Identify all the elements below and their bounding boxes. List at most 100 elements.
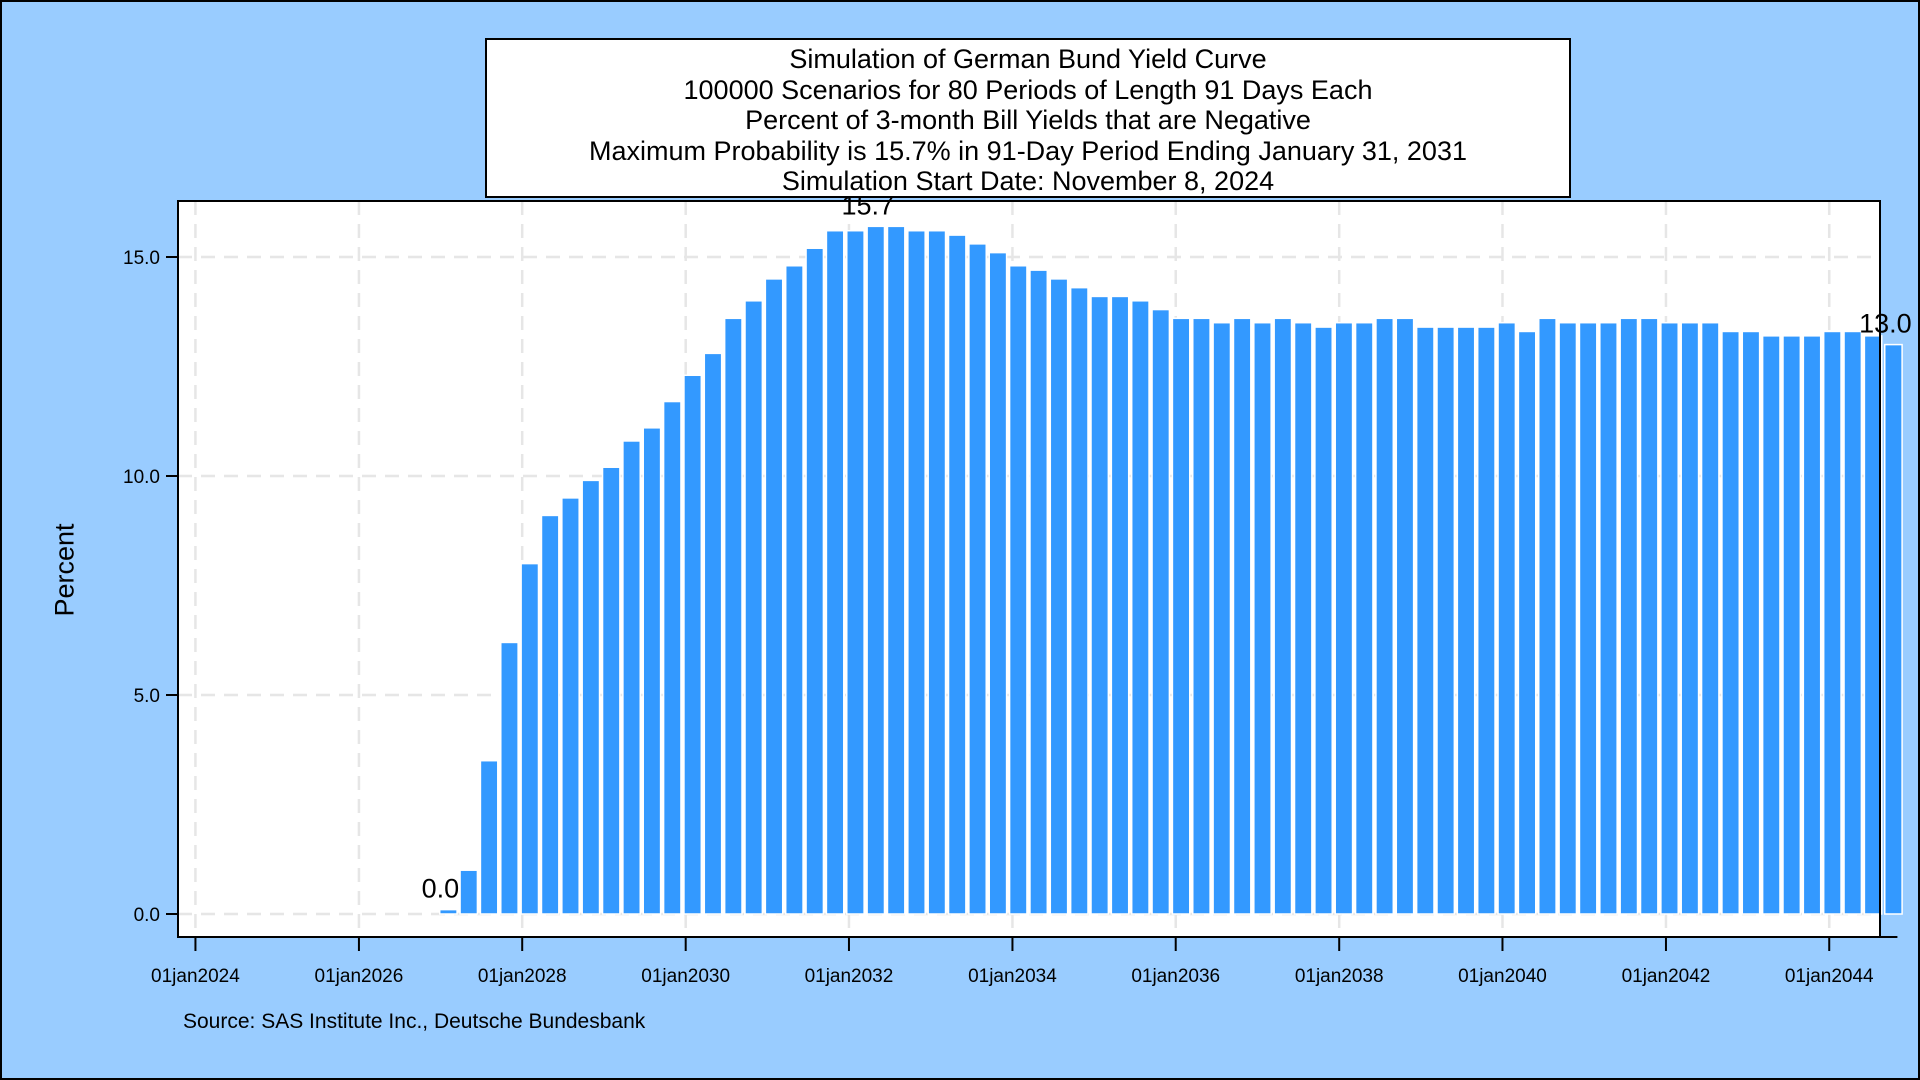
title-box: Simulation of German Bund Yield Curve 10… — [485, 38, 1571, 198]
x-tick-label: 01jan2036 — [1131, 966, 1220, 987]
source-note: Source: SAS Institute Inc., Deutsche Bun… — [183, 1010, 646, 1033]
title-line-1: Simulation of German Bund Yield Curve — [789, 44, 1267, 74]
bar — [1171, 317, 1191, 915]
bar — [947, 234, 967, 915]
bar — [1293, 321, 1313, 915]
bar — [1314, 326, 1333, 915]
title-line-5: Simulation Start Date: November 8, 2024 — [781, 166, 1275, 196]
bar — [561, 497, 580, 915]
bar — [479, 759, 499, 915]
bar — [1863, 335, 1883, 915]
bar — [723, 317, 743, 915]
bar — [825, 229, 845, 915]
bar — [1883, 343, 1903, 915]
y-axis-label: Percent — [49, 523, 80, 617]
bar — [1660, 321, 1679, 915]
bar — [907, 229, 926, 915]
bar — [622, 440, 641, 915]
x-tick-label: 01jan2026 — [315, 966, 404, 987]
y-tick-label: 10.0 — [123, 467, 160, 488]
bar — [1538, 317, 1557, 915]
bar — [1599, 321, 1618, 915]
bar — [988, 251, 1008, 915]
bar — [1395, 317, 1415, 915]
x-tick-label: 01jan2044 — [1785, 966, 1874, 987]
bar — [1151, 308, 1171, 915]
y-tick-label: 5.0 — [134, 686, 160, 707]
bar — [1008, 265, 1028, 915]
bar — [1802, 335, 1822, 915]
bar — [1253, 321, 1272, 915]
bar — [1334, 321, 1354, 915]
bar — [1436, 326, 1456, 915]
bar — [1456, 326, 1476, 915]
x-tick-label: 01jan2030 — [641, 966, 730, 987]
bar — [1721, 330, 1741, 915]
bar — [1110, 295, 1130, 915]
bar — [1843, 330, 1863, 915]
bar — [1517, 330, 1537, 915]
bar — [520, 562, 540, 915]
bar — [744, 300, 764, 915]
x-tick-label: 01jan2042 — [1622, 966, 1711, 987]
bar — [1761, 335, 1781, 915]
x-tick-label: 01jan2024 — [151, 966, 240, 987]
bar — [1273, 317, 1293, 915]
bar — [540, 514, 560, 915]
bar — [642, 427, 662, 915]
bar — [886, 225, 906, 915]
bar — [846, 229, 865, 915]
bar — [1029, 269, 1049, 915]
bar — [1558, 321, 1578, 915]
x-tick-label: 01jan2038 — [1295, 966, 1384, 987]
y-axis: 0.0 5.0 10.0 15.0 — [123, 248, 178, 926]
bar — [1069, 286, 1089, 915]
y-tick-label: 0.0 — [134, 905, 160, 926]
bar — [1232, 317, 1252, 915]
bar — [1578, 321, 1598, 915]
bar — [601, 466, 621, 915]
y-tick-label: 15.0 — [123, 248, 160, 269]
bar — [764, 278, 784, 915]
bar — [459, 869, 479, 915]
bar — [500, 641, 519, 915]
title-line-2: 100000 Scenarios for 80 Periods of Lengt… — [683, 74, 1373, 105]
bar — [1192, 317, 1211, 915]
x-axis: 01jan2024 01jan2026 01jan2028 01jan2030 01ja… — [151, 936, 1898, 987]
bar — [866, 225, 886, 915]
title-line-3: Percent of 3-month Bill Yields that are … — [745, 105, 1311, 135]
title-line-4: Maximum Probability is 15.7% in 91-Day P… — [589, 135, 1467, 166]
bar — [683, 374, 703, 915]
bar — [1619, 317, 1639, 915]
data-label: 13.0 — [1859, 309, 1912, 339]
x-tick-label: 01jan2034 — [968, 966, 1057, 987]
data-label: 0.0 — [422, 874, 460, 904]
bar — [1375, 317, 1395, 915]
bar — [1497, 321, 1517, 915]
bar — [1415, 326, 1435, 915]
bar — [581, 479, 601, 915]
bar — [1354, 321, 1374, 915]
bar — [784, 265, 804, 915]
bar — [1090, 295, 1110, 915]
bar — [1130, 300, 1150, 915]
bar — [805, 247, 825, 915]
bar — [1639, 317, 1659, 915]
bar — [1700, 321, 1720, 915]
bar — [1782, 335, 1802, 915]
bar — [927, 229, 947, 915]
bar — [662, 400, 682, 915]
bar — [438, 908, 458, 915]
bars — [438, 225, 1903, 915]
bar — [703, 352, 723, 915]
x-tick-label: 01jan2028 — [478, 966, 567, 987]
x-tick-label: 01jan2032 — [805, 966, 894, 987]
bar — [1049, 278, 1069, 915]
bar — [968, 243, 987, 915]
bar — [1212, 321, 1232, 915]
x-tick-label: 01jan2040 — [1458, 966, 1547, 987]
bar — [1680, 321, 1700, 915]
bar — [1741, 330, 1761, 915]
bar — [1476, 326, 1496, 915]
